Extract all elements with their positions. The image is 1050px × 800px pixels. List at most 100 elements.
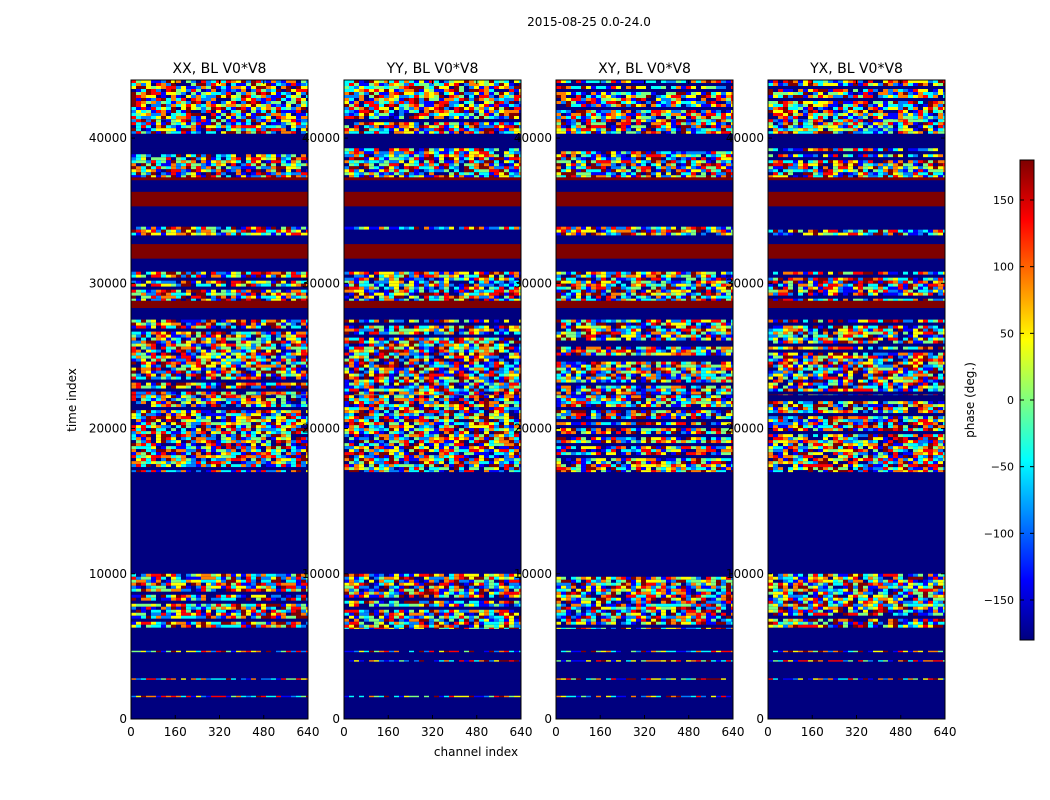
x-axis-label: channel index [434, 745, 518, 759]
data-band [344, 119, 521, 134]
y-tick-label: 40000 [514, 131, 552, 145]
data-band [344, 319, 521, 396]
y-tick-label: 0 [119, 712, 127, 726]
data-band [131, 80, 308, 120]
y-tick-label: 10000 [726, 567, 764, 581]
data-band [556, 119, 733, 134]
data-band [556, 650, 733, 653]
colorbar: −150 −100 −50 0 50 100 150 phase (deg.) [963, 159, 1035, 641]
y-tick-label: 0 [332, 712, 340, 726]
data-band [131, 650, 308, 653]
x-tick-label: 320 [633, 725, 656, 739]
data-band [768, 271, 945, 301]
y-tick-label: 40000 [726, 131, 764, 145]
data-band [556, 660, 733, 662]
panel-title: YY, BL V0*V8 [386, 61, 479, 77]
data-band [344, 226, 521, 236]
data-band [131, 660, 308, 662]
data-band [344, 678, 521, 680]
x-tick-label: 0 [340, 725, 348, 739]
panel-title: XY, BL V0*V8 [598, 61, 691, 77]
data-band [344, 695, 521, 698]
x-tick-label: 160 [164, 725, 187, 739]
data-band [131, 319, 308, 396]
data-band [556, 226, 733, 236]
data-band [556, 191, 733, 207]
y-tick-label: 20000 [726, 422, 764, 436]
data-band [768, 573, 945, 629]
y-axis-label: time index [65, 368, 79, 432]
colorbar-tick-label: 50 [1000, 327, 1014, 340]
data-band [131, 148, 308, 178]
y-tick-label: 30000 [726, 276, 764, 290]
panel-image [344, 80, 521, 719]
panel-1: XX, BL V0*V8 0 160 320 480 640 0 10000 20000 3000… [89, 61, 320, 739]
x-tick-label: 640 [297, 725, 320, 739]
y-tick-label: 20000 [302, 422, 340, 436]
data-band [556, 148, 733, 178]
data-band [131, 678, 308, 680]
panel-3: XY, BL V0*V8 0 160 320 480 640 0 10000 20000 3000… [514, 61, 745, 739]
data-band [768, 300, 945, 309]
data-band [556, 695, 733, 698]
data-band [131, 695, 308, 698]
panel-2: YY, BL V0*V8 0 160 320 480 640 0 10000 20000 3000… [302, 61, 533, 739]
data-band [131, 395, 308, 473]
panel-image [556, 80, 733, 719]
data-band [556, 395, 733, 473]
panels-group: XX, BL V0*V8 0 160 320 480 640 0 10000 20000 3000… [89, 61, 957, 739]
x-tick-label: 0 [764, 725, 772, 739]
x-tick-label: 480 [252, 725, 275, 739]
data-band [768, 319, 945, 396]
y-tick-label: 30000 [89, 276, 127, 290]
data-band [131, 300, 308, 309]
data-band [768, 226, 945, 236]
data-band [556, 573, 733, 629]
x-tick-label: 640 [722, 725, 745, 739]
data-band [131, 271, 308, 301]
data-band [768, 678, 945, 680]
colorbar-tick-label: −100 [984, 527, 1014, 540]
data-band [768, 177, 945, 181]
x-tick-label: 480 [465, 725, 488, 739]
data-band [344, 148, 521, 178]
y-tick-label: 30000 [302, 276, 340, 290]
data-band [344, 244, 521, 259]
data-band [344, 271, 521, 301]
x-tick-label: 640 [510, 725, 533, 739]
x-tick-label: 0 [552, 725, 560, 739]
figure-title: 2015-08-25 0.0-24.0 [527, 15, 651, 29]
x-tick-label: 0 [127, 725, 135, 739]
x-tick-label: 480 [889, 725, 912, 739]
data-band [131, 191, 308, 207]
panel-title: YX, BL V0*V8 [809, 61, 903, 77]
y-tick-label: 10000 [302, 567, 340, 581]
data-band [768, 395, 945, 473]
data-band [344, 573, 521, 629]
data-band [556, 678, 733, 680]
panel-image [131, 80, 308, 719]
colorbar-tick-label: 150 [993, 194, 1014, 207]
y-tick-label: 0 [544, 712, 552, 726]
data-band [768, 650, 945, 653]
data-band [768, 191, 945, 207]
data-band [344, 650, 521, 653]
colorbar-tick-label: −50 [991, 461, 1014, 474]
x-tick-label: 160 [801, 725, 824, 739]
data-band [344, 395, 521, 473]
data-band [344, 191, 521, 207]
data-band [556, 244, 733, 259]
panel-title: XX, BL V0*V8 [173, 61, 267, 77]
data-band [344, 177, 521, 181]
y-tick-label: 40000 [89, 131, 127, 145]
data-band [131, 177, 308, 181]
colorbar-tick-label: −150 [984, 594, 1014, 607]
colorbar-ticks: −150 −100 −50 0 50 100 150 [984, 194, 1034, 607]
data-band [344, 300, 521, 309]
colorbar-label: phase (deg.) [963, 362, 977, 438]
x-tick-label: 640 [934, 725, 957, 739]
x-tick-label: 320 [208, 725, 231, 739]
data-band [768, 80, 945, 120]
data-band [131, 244, 308, 259]
